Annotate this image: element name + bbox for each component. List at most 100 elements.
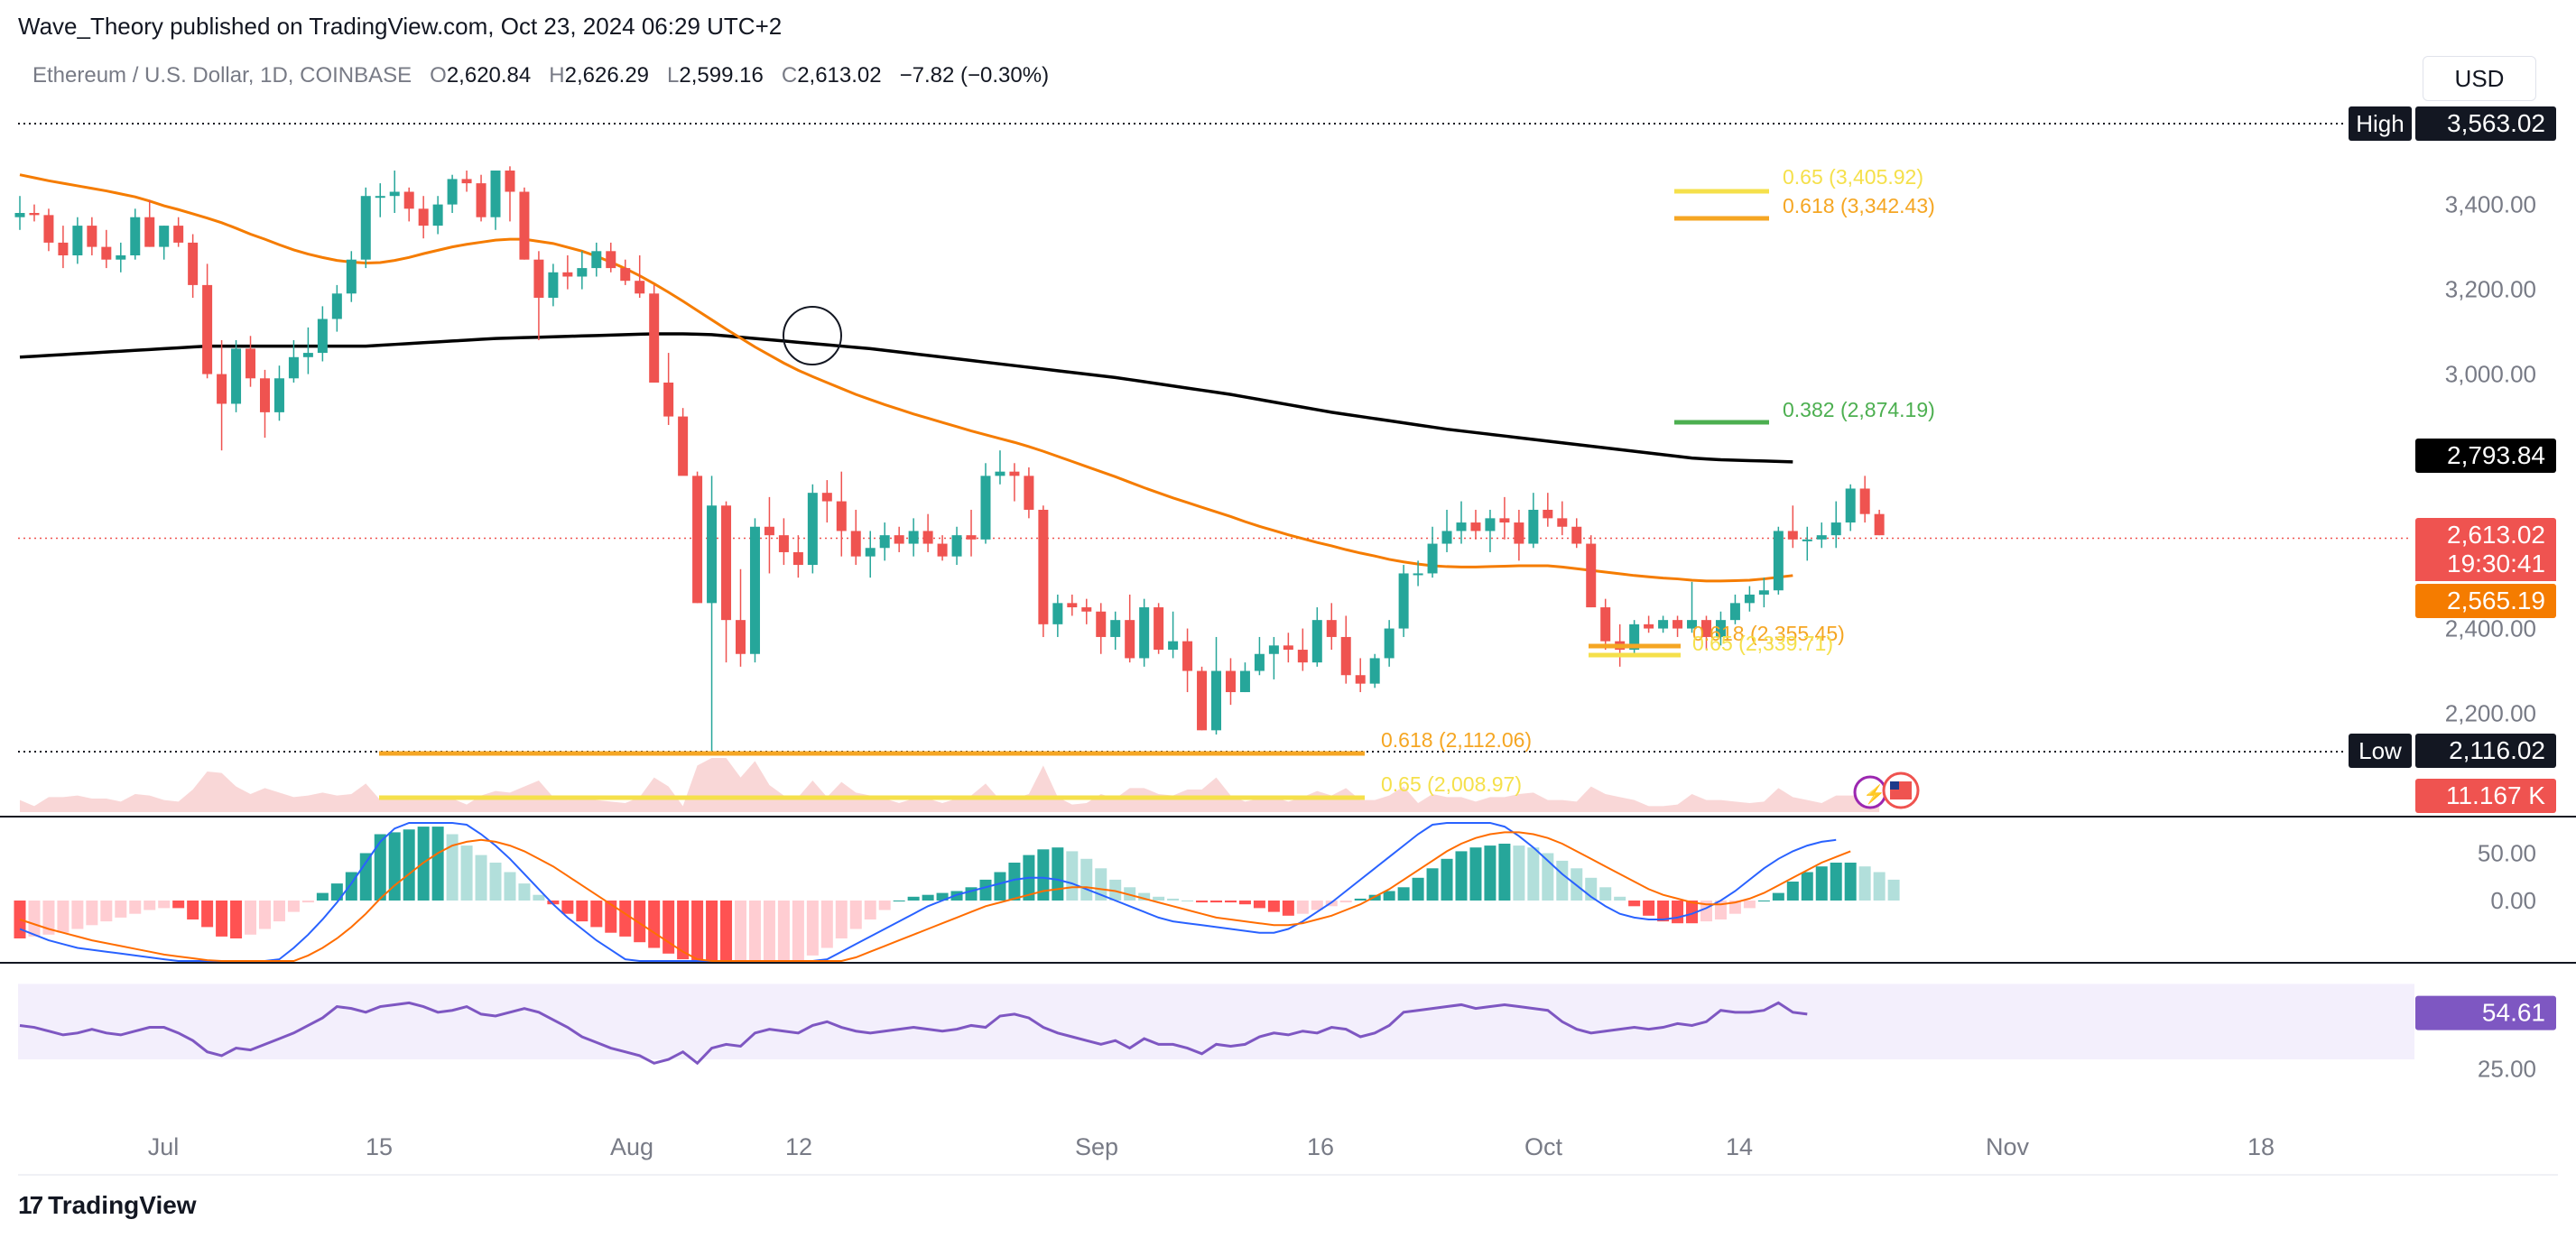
time-tick-label: Sep xyxy=(1075,1133,1118,1160)
candle xyxy=(1110,611,1121,651)
macd-histogram-bar xyxy=(1657,901,1670,922)
candle-body xyxy=(995,471,1005,476)
candle-body xyxy=(1096,611,1107,637)
candle-body xyxy=(259,378,270,412)
candle xyxy=(403,187,414,222)
rsi-band xyxy=(18,984,2414,1060)
candle-body xyxy=(403,191,414,209)
candle xyxy=(1283,633,1293,663)
candle-body xyxy=(360,196,371,260)
candle-body xyxy=(1009,471,1020,476)
publisher-line: Wave_Theory published on TradingView.com… xyxy=(18,13,783,40)
candle xyxy=(1744,586,1755,612)
macd-histogram-bar xyxy=(115,901,127,918)
candle xyxy=(937,535,948,561)
candle-body xyxy=(894,535,904,544)
candle xyxy=(1802,526,1812,561)
candle xyxy=(288,339,299,383)
macd-histogram-bar xyxy=(301,901,314,903)
candle xyxy=(116,242,126,273)
macd-histogram-bar xyxy=(561,901,574,914)
time-tick-label: Aug xyxy=(610,1133,653,1160)
candle xyxy=(1586,535,1597,608)
candle-body xyxy=(1067,603,1078,608)
candle xyxy=(922,513,933,552)
macd-histogram-bar xyxy=(547,901,560,905)
candle-body xyxy=(1673,620,1683,629)
candle xyxy=(1715,611,1726,646)
candle-body xyxy=(1456,522,1467,531)
macd-pane xyxy=(14,822,1900,962)
fib-level-label: 0.618 (2,355.45) xyxy=(1692,622,1845,645)
candle-body xyxy=(1197,670,1208,731)
candle-body xyxy=(1859,488,1870,514)
macd-histogram-bar xyxy=(1714,901,1727,919)
candle xyxy=(87,217,97,256)
candle-body xyxy=(432,204,443,226)
candle xyxy=(1340,615,1351,684)
axes: 3,400.00 3,200.00 3,000.00 2,200.00 2,400.00… xyxy=(0,106,2576,1176)
macd-histogram-bar xyxy=(1267,901,1280,912)
candle-body xyxy=(1052,603,1063,624)
rsi-value-bg xyxy=(2415,995,2556,1030)
candle-body xyxy=(273,378,284,412)
candle xyxy=(764,496,774,574)
rsi-line xyxy=(19,1001,1808,1066)
macd-histogram-bar xyxy=(1887,879,1900,901)
high-label: H xyxy=(549,63,565,88)
candle-body xyxy=(1600,607,1611,642)
candle xyxy=(476,174,486,222)
candle-body xyxy=(217,374,227,404)
flag-canton-icon xyxy=(1890,781,1899,790)
candle-body xyxy=(1644,624,1654,629)
candle-body xyxy=(749,526,760,654)
candle xyxy=(1557,501,1568,536)
candle xyxy=(1297,628,1308,671)
candle-body xyxy=(447,179,458,205)
macd-histogram-bar xyxy=(1484,845,1496,901)
ema200-price-tag: 2,793.84 xyxy=(2415,439,2556,473)
macd-histogram-bar xyxy=(691,901,704,961)
macd-histogram-bar xyxy=(619,901,632,937)
candle-body xyxy=(1485,518,1496,531)
signal-line xyxy=(19,831,1851,962)
candle-body xyxy=(231,348,242,404)
candle-body xyxy=(1514,522,1524,544)
macd-histogram-bar xyxy=(187,901,199,919)
macd-histogram-bar xyxy=(1469,847,1482,901)
macd-histogram-bar xyxy=(1873,872,1886,901)
macd-histogram-bar xyxy=(1296,901,1309,914)
ema200-price-tag-value: 2,793.84 xyxy=(2447,441,2545,469)
macd-histogram-bar xyxy=(172,901,185,909)
tradingview-logo[interactable]: 17 TradingView xyxy=(18,1191,197,1220)
macd-histogram-bar xyxy=(1080,858,1093,901)
macd-histogram-bar xyxy=(994,872,1006,901)
candle xyxy=(1859,476,1870,523)
macd-histogram-bar xyxy=(1412,877,1424,901)
macd-histogram-bar xyxy=(431,827,444,901)
currency-button[interactable]: USD xyxy=(2423,56,2536,101)
candle xyxy=(736,568,746,667)
candle xyxy=(1125,594,1135,663)
time-tick-label: 18 xyxy=(2247,1133,2275,1160)
time-tick-label: 14 xyxy=(1726,1133,1753,1160)
symbol-name[interactable]: Ethereum / U.S. Dollar, 1D, COINBASE xyxy=(32,63,412,88)
candle-body xyxy=(879,535,890,549)
candle xyxy=(217,339,227,451)
change-value: −7.82 (−0.30%) xyxy=(899,63,1050,88)
macd-histogram-bar xyxy=(1498,844,1511,901)
candle-body xyxy=(1441,531,1452,544)
candle xyxy=(980,463,991,544)
macd-histogram-bar xyxy=(1138,892,1151,901)
rsi-value-tag: 54.61 xyxy=(2415,995,2556,1030)
fib-level-label: 0.618 (2,112.06) xyxy=(1381,728,1532,752)
macd-histogram-bar xyxy=(1153,896,1165,901)
low-price-tag-value: 2,116.02 xyxy=(2449,736,2545,764)
candle xyxy=(375,183,385,217)
macd-histogram-bar xyxy=(1643,901,1655,916)
candle-body xyxy=(461,179,472,184)
candle xyxy=(1700,615,1711,651)
macd-histogram-bar xyxy=(590,901,603,928)
macd-histogram-bar xyxy=(777,901,790,961)
